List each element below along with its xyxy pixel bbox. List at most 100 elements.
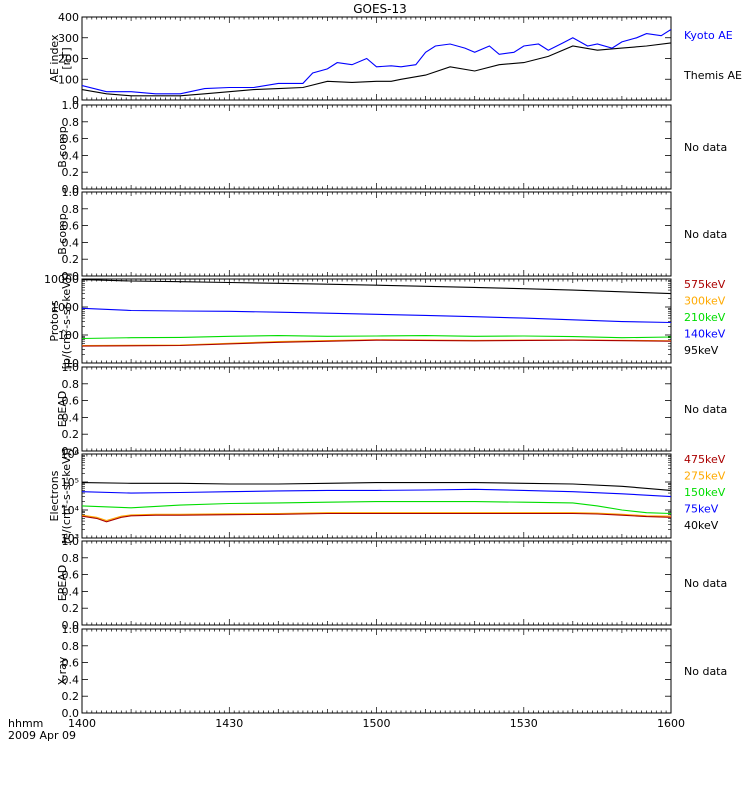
legend-entry: 140keV bbox=[684, 328, 726, 341]
y-tick-label: 10000 bbox=[44, 273, 79, 286]
y-tick-label: 0.6 bbox=[62, 133, 80, 146]
x-minor-ticks bbox=[81, 192, 672, 276]
panel-frame bbox=[81, 191, 672, 277]
series-210kev-line bbox=[82, 335, 671, 340]
panel-ae: 0 100 200 300 400 AE index [nT] Kyoto AE Themis … bbox=[48, 11, 742, 107]
panel-protons: 10 100 1000 10000 Protons [p/(cm²-s-sr-keV)] 5… bbox=[44, 273, 726, 370]
y-axis-label: X-ray bbox=[56, 656, 69, 685]
series-95kev-line bbox=[82, 279, 671, 295]
no-data-label: No data bbox=[684, 141, 727, 154]
y-tick-label: 0.4 bbox=[62, 585, 80, 598]
no-data-label: No data bbox=[684, 665, 727, 678]
x-tick-label: 1530 bbox=[510, 717, 538, 730]
series-themis-ae-line bbox=[82, 42, 671, 97]
y-tick-label: 1.0 bbox=[62, 535, 80, 548]
legend-entry: 275keV bbox=[684, 470, 726, 483]
y-tick-label: 1.0 bbox=[62, 623, 80, 636]
footer-hhmm: hhmm bbox=[8, 717, 43, 730]
panel-frame bbox=[81, 628, 672, 714]
y-tick-label: 0.0 bbox=[62, 619, 80, 632]
y-tick-label: 10⁶ bbox=[61, 448, 80, 461]
series-575kev-line bbox=[82, 339, 671, 347]
y-axis-label: [p/(cm²-s-sr-keV)] bbox=[60, 273, 73, 370]
legend-entry: Themis AE bbox=[683, 69, 742, 82]
y-tick-label: 1.0 bbox=[62, 361, 80, 374]
y-tick-label: 10 bbox=[65, 357, 79, 370]
y-tick-label: 0.2 bbox=[62, 690, 80, 703]
x-axis: 1400 1430 1500 1530 1600 bbox=[68, 717, 685, 730]
x-minor-ticks bbox=[81, 629, 672, 713]
y-tick-label: 100 bbox=[58, 329, 79, 342]
y-tick-label: 0.2 bbox=[62, 602, 80, 615]
y-tick-label: 100 bbox=[58, 73, 79, 86]
x-minor-ticks bbox=[81, 454, 672, 538]
y-tick-label: 0.6 bbox=[62, 395, 80, 408]
y-minor-ticks bbox=[82, 280, 671, 355]
y-minor-ticks bbox=[82, 455, 671, 530]
y-tick-label: 0.0 bbox=[62, 707, 80, 720]
y-tick-label: 0.6 bbox=[62, 657, 80, 670]
y-axis-label: [nT] bbox=[60, 47, 73, 69]
panel-frame bbox=[81, 453, 672, 539]
series-75kev-line bbox=[82, 488, 671, 498]
panel-b1: 0.0 0.2 0.4 0.6 0.8 1.0 B comp No data bbox=[56, 99, 727, 196]
panel-xray: 0.0 0.2 0.4 0.6 0.8 1.0 X-ray No data bbox=[56, 623, 727, 720]
y-tick-label: 0.6 bbox=[62, 220, 80, 233]
y-tick-label: 0.0 bbox=[62, 270, 80, 283]
legend-entry: 150keV bbox=[684, 486, 726, 499]
legend-entry: 575keV bbox=[684, 278, 726, 291]
y-tick-label: 1000 bbox=[51, 301, 79, 314]
y-tick-label: 0 bbox=[72, 94, 79, 107]
x-minor-ticks bbox=[81, 105, 672, 189]
panel-frame bbox=[81, 16, 672, 101]
panel-epead2: 0.0 0.2 0.4 0.6 0.8 1.0 EPEAD No data bbox=[56, 535, 727, 632]
panel-b2: 0.0 0.2 0.4 0.6 0.8 1.0 B comp No data bbox=[56, 186, 727, 283]
legend-entry: 475keV bbox=[684, 453, 726, 466]
y-axis-label: B comp bbox=[56, 213, 69, 255]
y-tick-label: 300 bbox=[58, 32, 79, 45]
y-axis-label: [e/(cm²-s-sr-keV)] bbox=[60, 448, 73, 544]
legend-entry: Kyoto AE bbox=[684, 29, 733, 42]
x-minor-ticks bbox=[81, 541, 672, 625]
y-tick-label: 0.8 bbox=[62, 378, 80, 391]
y-tick-label: 0.4 bbox=[62, 673, 80, 686]
legend-entry: 75keV bbox=[684, 503, 719, 516]
y-tick-label: 0.8 bbox=[62, 640, 80, 653]
legend-entry: 95keV bbox=[684, 344, 719, 357]
y-tick-label: 0.6 bbox=[62, 569, 80, 582]
legend-entry: 300keV bbox=[684, 295, 726, 308]
x-tick-label: 1600 bbox=[657, 717, 685, 730]
x-tick-label: 1430 bbox=[215, 717, 243, 730]
legend-entry: 40keV bbox=[684, 519, 719, 532]
x-minor-ticks bbox=[81, 279, 672, 363]
y-tick-label: 200 bbox=[58, 53, 79, 66]
y-tick-label: 10⁴ bbox=[61, 504, 80, 517]
y-tick-label: 0.2 bbox=[62, 253, 80, 266]
series-275kev-line bbox=[82, 512, 671, 522]
y-tick-label: 0.4 bbox=[62, 411, 80, 424]
y-tick-label: 0.8 bbox=[62, 552, 80, 565]
footer-date: 2009 Apr 09 bbox=[8, 729, 76, 742]
y-tick-label: 10⁵ bbox=[61, 476, 79, 489]
panel-epead1: 0.0 0.2 0.4 0.6 0.8 1.0 EPEAD No data bbox=[56, 361, 727, 458]
x-tick-label: 1400 bbox=[68, 717, 96, 730]
no-data-label: No data bbox=[684, 577, 727, 590]
no-data-label: No data bbox=[684, 228, 727, 241]
x-minor-ticks bbox=[81, 367, 672, 451]
y-tick-label: 0.0 bbox=[62, 445, 80, 458]
plot-title: GOES-13 bbox=[353, 2, 407, 16]
panel-frame bbox=[81, 366, 672, 452]
y-tick-label: 10³ bbox=[61, 532, 79, 545]
y-tick-label: 0.8 bbox=[62, 116, 80, 129]
y-axis-label: EPEAD bbox=[56, 391, 69, 428]
y-axis-label: Electrons bbox=[48, 470, 61, 521]
y-tick-label: 1.0 bbox=[62, 99, 80, 112]
series-475kev-line bbox=[82, 512, 671, 523]
y-axis-label: EPEAD bbox=[56, 565, 69, 602]
y-tick-label: 0.0 bbox=[62, 183, 80, 196]
legend-entry: 210keV bbox=[684, 311, 726, 324]
panel-frame bbox=[81, 540, 672, 626]
panel-frame bbox=[81, 104, 672, 190]
